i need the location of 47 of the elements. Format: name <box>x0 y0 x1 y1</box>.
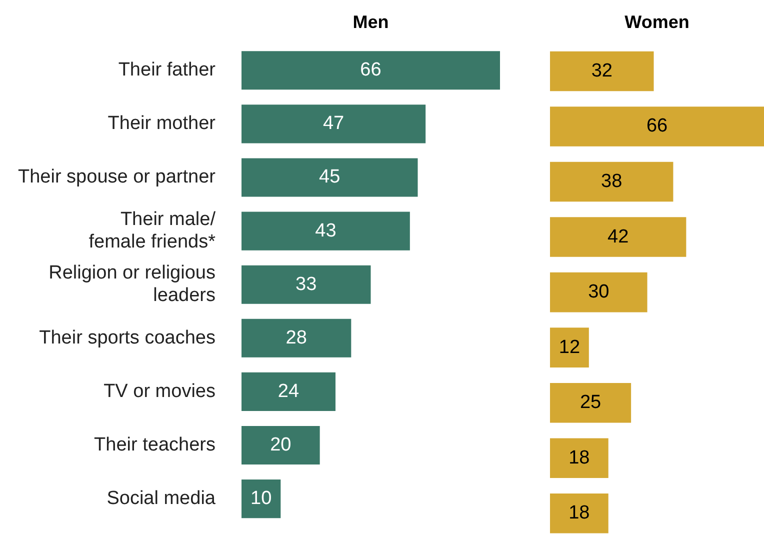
data-label: 18 <box>568 502 590 524</box>
bar <box>550 272 648 312</box>
y-tick-label: Their father <box>118 60 216 81</box>
y-tick-label: Their teachers <box>94 434 216 456</box>
y-tick-label: Their mother <box>108 113 216 134</box>
data-label: 43 <box>315 220 336 242</box>
bar <box>550 106 764 146</box>
data-label: 18 <box>568 447 590 468</box>
y-tick-label: Religion or religious leaders <box>48 262 216 306</box>
data-label: 45 <box>319 166 340 188</box>
y-tick-label: Their male/ female friends* <box>88 208 216 253</box>
y-tick-label: Their spouse or partner <box>18 166 216 188</box>
bar <box>550 382 632 423</box>
bar <box>550 328 589 368</box>
data-label: 66 <box>360 60 382 81</box>
data-label: 47 <box>322 113 344 134</box>
y-tick-label: Social media <box>106 488 216 510</box>
bar <box>241 265 371 304</box>
data-label: 66 <box>646 116 668 137</box>
bar <box>550 438 608 478</box>
bar <box>241 426 320 465</box>
bar <box>550 493 608 534</box>
data-label: 38 <box>601 171 622 192</box>
bar <box>241 480 281 518</box>
bar <box>550 162 674 202</box>
bar <box>550 217 686 257</box>
data-label: 12 <box>558 336 580 358</box>
bar <box>241 318 352 358</box>
data-label: 25 <box>580 392 602 414</box>
data-label: 28 <box>286 327 307 348</box>
y-tick-label: TV or movies <box>104 380 216 402</box>
data-label: 32 <box>591 60 612 82</box>
bar <box>241 158 418 197</box>
data-label: 42 <box>608 226 629 248</box>
bar <box>241 51 500 90</box>
bar <box>241 104 426 144</box>
chart-title: Men <box>352 12 389 32</box>
data-label: 20 <box>270 434 292 456</box>
data-label: 33 <box>296 274 317 295</box>
data-label: 10 <box>250 488 272 510</box>
chart-title: Women <box>624 12 690 32</box>
bar <box>550 51 654 92</box>
data-label: 24 <box>278 380 300 402</box>
bar <box>241 372 336 411</box>
data-label: 30 <box>588 282 610 303</box>
bar <box>241 212 410 250</box>
y-tick-label: Their sports coaches <box>39 327 216 348</box>
